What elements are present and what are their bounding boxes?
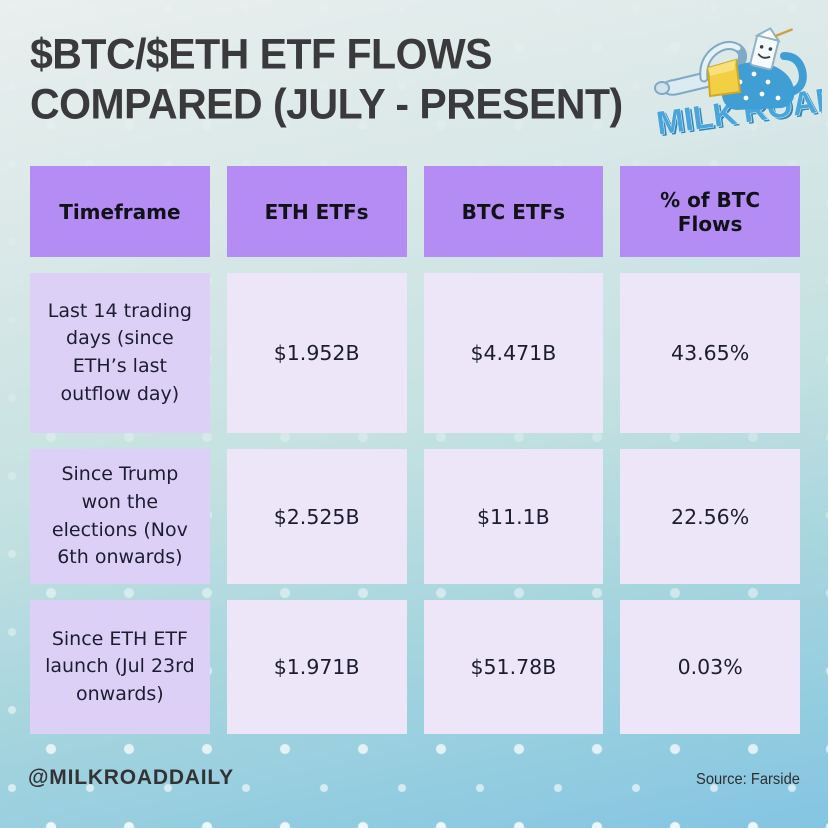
page-title-line1: $BTC/$ETH ETF FLOWS — [30, 30, 493, 78]
etf-flows-table: Timeframe ETH ETFs BTC ETFs % of BTC Flo… — [30, 166, 800, 734]
row3-btc-etfs: $51.78B — [423, 600, 604, 734]
row1-pct-of-btc-flows: 43.65% — [620, 273, 800, 433]
milk-road-logo: MILK ROAD MILK ROAD — [654, 27, 822, 143]
character-smile — [757, 53, 771, 59]
row3-eth-etfs: $1.971B — [226, 600, 407, 734]
row3-timeframe: Since ETH ETF launch (Jul 23rd onwards) — [30, 600, 210, 734]
character-eye — [759, 45, 764, 49]
row1-eth-etfs: $1.952B — [226, 273, 407, 433]
row2-pct-of-btc-flows: 22.56% — [620, 449, 800, 584]
character-head — [749, 27, 793, 71]
header-pct-of-btc-flows: % of BTC Flows — [620, 166, 800, 257]
milk-carton-character — [654, 27, 807, 110]
row2-eth-etfs: $2.525B — [226, 449, 407, 584]
row1-timeframe: Last 14 trading days (since ETH’s last o… — [30, 273, 210, 433]
row3-pct-of-btc-flows: 0.03% — [620, 600, 800, 734]
footer: @MILKROADDAILY Source: Farside — [28, 766, 800, 790]
row1-btc-etfs: $4.471B — [423, 273, 604, 433]
page-title: $BTC/$ETH ETF FLOWS COMPARED (JULY - PRE… — [30, 30, 650, 130]
row2-timeframe: Since Trump won the elections (Nov 6th o… — [30, 449, 210, 584]
header-eth-etfs: ETH ETFs — [226, 166, 407, 257]
character-arm — [780, 52, 807, 96]
header-btc-etfs: BTC ETFs — [423, 166, 604, 257]
page-title-line2: COMPARED (JULY - PRESENT) — [30, 79, 623, 128]
character-eye — [768, 47, 773, 51]
character-foot — [654, 81, 670, 95]
row2-btc-etfs: $11.1B — [423, 449, 604, 584]
header-timeframe: Timeframe — [30, 166, 210, 257]
social-handle: @MILKROADDAILY — [28, 766, 234, 789]
source-attribution: Source: Farside — [696, 771, 800, 788]
carton-gable-top — [754, 27, 781, 43]
straw — [774, 28, 793, 38]
